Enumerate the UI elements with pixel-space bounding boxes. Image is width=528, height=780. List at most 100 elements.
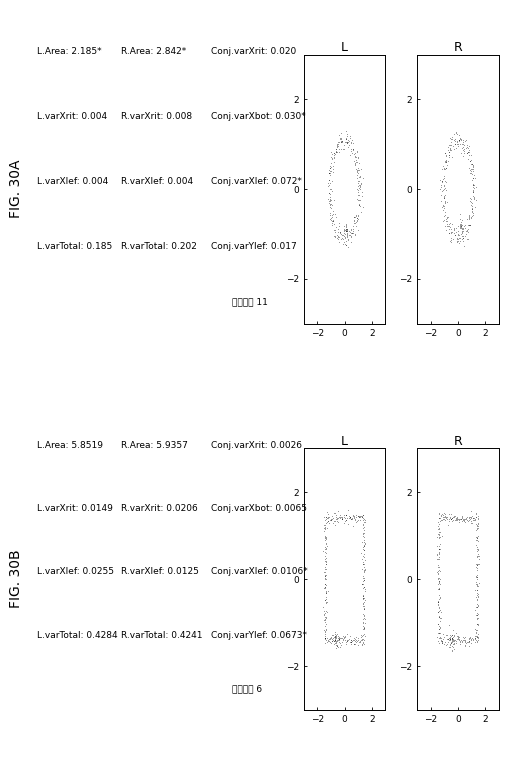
Point (438, 183, 447, 196)
Point (446, 507, 455, 519)
Point (446, 511, 454, 523)
Point (446, 141, 455, 154)
Point (458, 141, 467, 154)
Point (326, 209, 335, 222)
Point (452, 126, 460, 139)
Point (356, 177, 365, 190)
Point (434, 528, 442, 541)
Point (474, 542, 483, 555)
Point (342, 638, 351, 651)
Point (323, 508, 332, 520)
Point (446, 636, 455, 649)
Point (333, 223, 342, 236)
Point (337, 631, 346, 644)
Point (340, 632, 348, 644)
Point (436, 565, 444, 577)
Point (334, 505, 342, 517)
Point (347, 636, 355, 648)
Point (344, 136, 352, 149)
Point (352, 154, 360, 166)
Point (346, 634, 355, 647)
Point (446, 640, 454, 653)
Point (472, 626, 480, 639)
Point (455, 237, 463, 250)
Point (434, 558, 442, 571)
Point (440, 512, 448, 525)
Point (445, 222, 453, 235)
Point (328, 185, 336, 197)
Point (457, 515, 466, 527)
Point (442, 156, 450, 168)
Point (474, 548, 482, 560)
Point (327, 161, 335, 173)
Text: L.varXrit: 0.0149: L.varXrit: 0.0149 (37, 504, 113, 513)
Point (472, 609, 480, 622)
Point (360, 573, 369, 586)
Point (459, 134, 467, 147)
Point (337, 134, 346, 147)
Point (434, 565, 442, 577)
Point (435, 609, 443, 622)
Text: Conj.varXrit: 0.0026: Conj.varXrit: 0.0026 (211, 441, 302, 450)
Point (359, 600, 367, 612)
Point (468, 174, 476, 186)
Point (464, 145, 472, 158)
Point (344, 233, 353, 246)
Point (474, 558, 483, 570)
Point (359, 201, 367, 214)
Point (326, 194, 334, 207)
Point (329, 632, 337, 644)
Point (322, 512, 331, 525)
Point (445, 640, 453, 653)
Point (335, 511, 344, 523)
Point (321, 543, 329, 555)
Point (360, 514, 369, 526)
Point (434, 572, 442, 584)
Point (326, 632, 335, 644)
Point (333, 513, 342, 526)
Point (472, 193, 480, 206)
Point (473, 531, 482, 544)
Point (328, 209, 336, 222)
Point (457, 228, 465, 240)
Point (320, 566, 328, 578)
Point (457, 219, 465, 232)
Point (321, 569, 329, 581)
Point (342, 225, 351, 237)
Point (435, 529, 444, 541)
Point (340, 222, 348, 235)
Point (446, 629, 454, 641)
Point (469, 207, 477, 219)
Point (441, 215, 450, 227)
Point (352, 516, 361, 528)
Point (348, 134, 356, 147)
Point (473, 519, 481, 532)
Point (360, 621, 368, 633)
Point (455, 513, 464, 526)
Point (322, 533, 330, 545)
Point (326, 169, 335, 182)
Point (470, 192, 478, 204)
Point (434, 583, 442, 595)
Point (344, 134, 353, 147)
Point (445, 634, 454, 647)
Point (339, 233, 347, 246)
Point (329, 214, 337, 226)
Point (328, 513, 336, 526)
Point (332, 629, 340, 642)
Point (343, 628, 351, 640)
Point (323, 595, 331, 608)
Text: L.Area: 5.8519: L.Area: 5.8519 (37, 441, 103, 450)
Point (446, 218, 455, 230)
Point (455, 133, 464, 146)
Point (446, 633, 454, 645)
Point (454, 140, 462, 152)
Point (336, 631, 345, 644)
Point (360, 544, 369, 557)
Point (360, 523, 368, 536)
Point (455, 220, 464, 232)
Point (456, 133, 465, 145)
Point (356, 636, 364, 648)
Point (339, 143, 347, 155)
Point (359, 558, 367, 570)
